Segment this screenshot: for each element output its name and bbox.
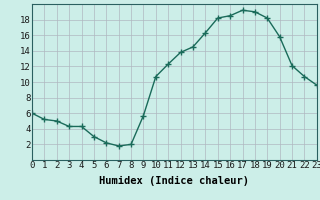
X-axis label: Humidex (Indice chaleur): Humidex (Indice chaleur) xyxy=(100,176,249,186)
